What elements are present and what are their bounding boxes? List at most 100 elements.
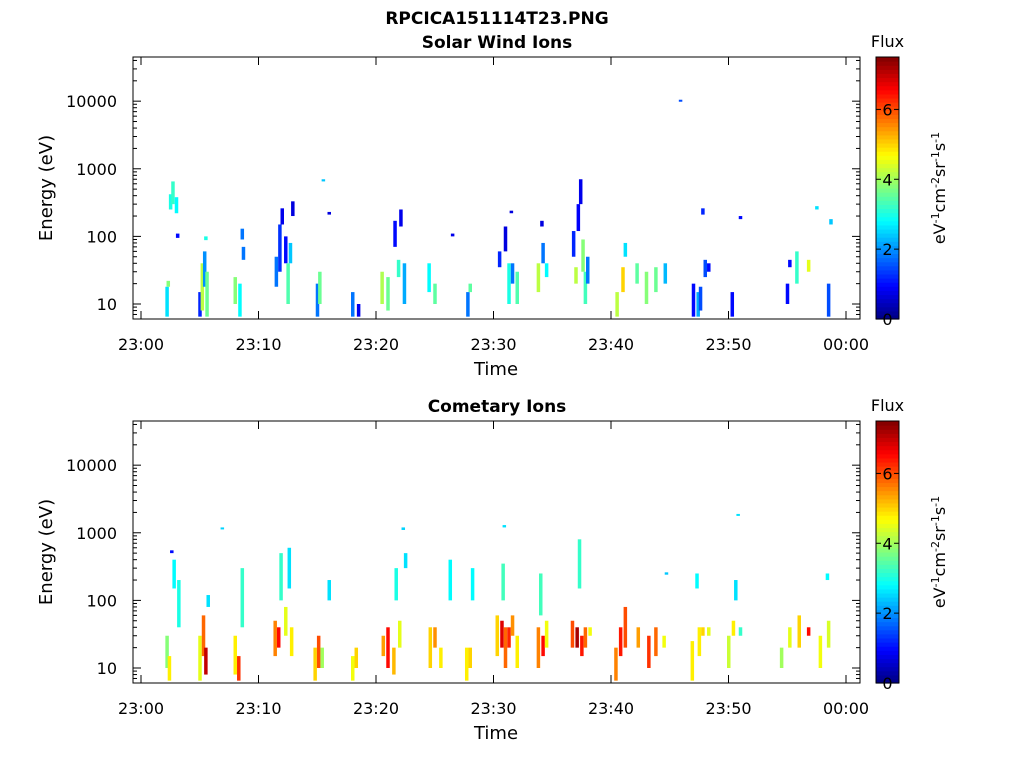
chart-1-cell xyxy=(220,527,225,530)
chart-1-cell xyxy=(289,627,294,657)
chart-1-cell xyxy=(727,635,731,669)
chart-1-colorbar-tick-label: 0 xyxy=(882,674,892,693)
chart-1-colorbar-band xyxy=(876,560,899,565)
chart-0-cell xyxy=(174,197,179,214)
chart-1-cell xyxy=(701,627,705,636)
chart-1-cell xyxy=(575,627,579,648)
chart-1-cell xyxy=(788,627,792,648)
chart-1-colorbar-band xyxy=(876,539,899,545)
chart-1-xtick-label: 23:10 xyxy=(235,699,281,718)
chart-1-colorbar-band xyxy=(876,429,899,434)
chart-0-colorbar-band xyxy=(876,57,899,62)
chart-0-cell xyxy=(621,267,625,293)
chart-0-cell xyxy=(318,271,322,305)
chart-0-cell xyxy=(615,292,619,317)
chart-0-colorbar-band xyxy=(876,130,899,136)
chart-0-colorbar-band xyxy=(876,81,899,87)
chart-1-cell xyxy=(614,647,618,681)
chart-1-colorbar-band xyxy=(876,650,899,655)
chart-0-colorbar-band xyxy=(876,253,899,259)
chart-0-colorbar-band xyxy=(876,85,899,91)
chart-0-colorbar-band xyxy=(876,134,899,140)
chart-1-cell xyxy=(539,573,543,616)
chart-1-cell xyxy=(577,539,582,589)
chart-0-colorbar-frame xyxy=(875,56,900,320)
chart-1-colorbar-band xyxy=(876,662,899,668)
chart-0-cell xyxy=(386,277,390,311)
chart-0-colorbar-band xyxy=(876,249,899,255)
chart-1-cell xyxy=(316,635,321,669)
chart-1-xtick-label: 23:20 xyxy=(353,699,399,718)
chart-1-colorbar-band xyxy=(876,478,899,484)
chart-0-cell xyxy=(238,283,242,317)
chart-1-cell xyxy=(541,635,545,657)
chart-1-colorbar-band xyxy=(876,674,899,680)
chart-1-colorbar-band xyxy=(876,576,899,582)
chart-0-colorbar-band xyxy=(876,228,899,234)
chart-0-colorbar-band xyxy=(876,163,899,169)
chart-0-cell xyxy=(288,242,293,264)
chart-0-colorbar-label: eV-1cm-2sr-1s-1 xyxy=(929,132,950,244)
chart-0-colorbar-band xyxy=(876,106,899,111)
chart-0-colorbar-band xyxy=(876,175,899,181)
chart-0-colorbar-band xyxy=(876,183,899,189)
chart-1-colorbar-band xyxy=(876,470,899,475)
chart-1-cell xyxy=(287,547,292,589)
chart-1-xtick-label: 23:50 xyxy=(705,699,751,718)
chart-1-colorbar-band xyxy=(876,531,899,537)
chart-0-cell xyxy=(815,206,819,210)
chart-1-colorbar-tick-label: 4 xyxy=(882,534,892,553)
chart-0-cell xyxy=(515,271,519,305)
chart-0-cell xyxy=(241,246,246,260)
chart-1-colorbar-tick-label: 2 xyxy=(882,604,892,623)
chart-1-colorbar-band xyxy=(876,457,899,463)
chart-1-cell xyxy=(502,525,507,528)
chart-0-cell xyxy=(644,271,649,305)
chart-0-colorbar-tick-label: 0 xyxy=(882,310,892,329)
chart-0-cells xyxy=(165,99,833,317)
chart-1-cell xyxy=(647,635,651,669)
chart-1-cell xyxy=(403,553,408,569)
chart-1-cell xyxy=(731,620,736,636)
chart-0-cell xyxy=(433,283,437,305)
chart-0-cell xyxy=(509,210,514,214)
chart-0-title: Solar Wind Ions xyxy=(422,33,573,53)
chart-0-colorbar-band xyxy=(876,265,899,271)
chart-1-frame xyxy=(132,420,861,684)
solar-wind-ions-panel: Solar Wind Ions 10 100 1000 10000 23:00 23:10 2… xyxy=(36,32,949,380)
chart-1-colorbar-band xyxy=(876,461,899,467)
chart-1-colorbar-band xyxy=(876,658,899,664)
chart-0-cell xyxy=(503,226,508,252)
chart-1-colorbar-band xyxy=(876,445,899,451)
chart-0-cell xyxy=(691,283,696,317)
chart-0-cell xyxy=(402,263,407,305)
chart-1-cell xyxy=(779,647,784,669)
chart-1-colorbar-band xyxy=(876,506,899,512)
chart-0-colorbar-band xyxy=(876,286,899,291)
figure-filename: RPCICA151114T23.PNG xyxy=(385,9,608,29)
chart-0-xtick-label: 23:30 xyxy=(470,335,516,354)
chart-0-colorbar-band xyxy=(876,73,899,79)
chart-0-ytick-label: 10 xyxy=(97,295,117,314)
chart-0-cell xyxy=(701,208,705,215)
chart-0-cell xyxy=(205,271,209,317)
chart-0-cell xyxy=(698,286,703,311)
chart-0-ylabel: Energy (eV) xyxy=(36,135,57,241)
chart-0-cell xyxy=(497,251,502,268)
chart-0-colorbar-band xyxy=(876,310,899,316)
chart-1-cell xyxy=(580,635,584,657)
chart-1-cell xyxy=(172,559,176,589)
chart-1-cell xyxy=(544,620,549,648)
chart-0-colorbar-band xyxy=(876,69,899,74)
chart-1-cell xyxy=(428,627,433,669)
chart-0-colorbar-band xyxy=(876,147,899,152)
chart-1-cell xyxy=(237,656,241,681)
chart-0-cell xyxy=(200,263,205,311)
chart-0-cell xyxy=(541,242,545,264)
chart-0-colorbar-band xyxy=(876,298,899,304)
chart-1-xtick-label: 23:30 xyxy=(470,699,516,718)
cometary-ions-panel: Cometary Ions 10 100 1000 10000 23:00 23:10 23:… xyxy=(36,396,949,744)
chart-1-cell xyxy=(273,620,277,657)
chart-0-colorbar-band xyxy=(876,65,899,70)
